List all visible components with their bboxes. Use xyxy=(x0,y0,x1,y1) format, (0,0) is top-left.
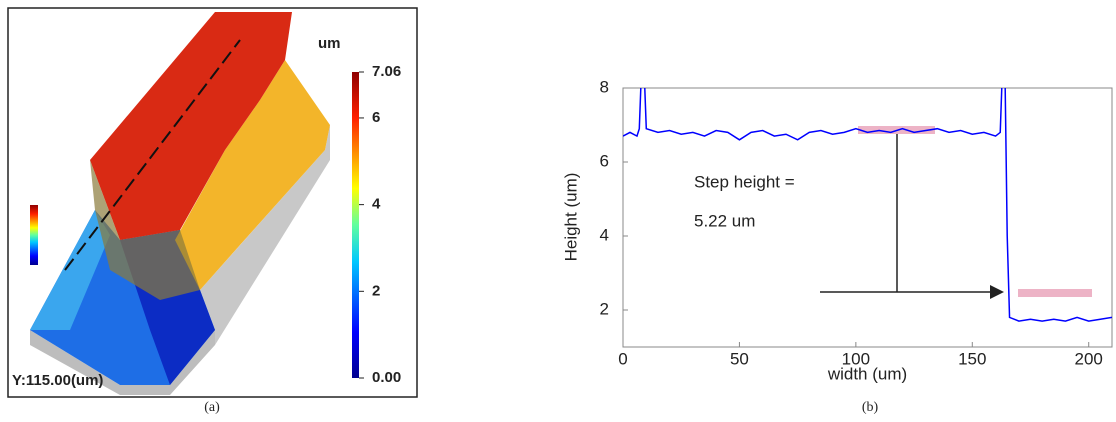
x-axis-label: width (um) xyxy=(827,364,907,383)
lower-surface-light xyxy=(30,210,110,330)
upper-left-surface xyxy=(90,12,292,240)
y-tick-label: 2 xyxy=(600,299,609,318)
caption: (b) xyxy=(862,400,879,415)
y-axis-label: Height (um) xyxy=(561,173,580,262)
side-wall xyxy=(200,125,330,345)
colorbar-tick-label: 0.00 xyxy=(372,369,401,386)
colorbar-tick-label: 4 xyxy=(372,196,381,213)
plot-frame xyxy=(622,87,1113,348)
annotation: 5.22 um xyxy=(694,211,755,230)
height-profile xyxy=(623,88,1112,322)
step-edge xyxy=(90,160,200,300)
colorbar-tick-label: 2 xyxy=(372,282,380,299)
surface-panel xyxy=(7,7,418,398)
y-tick-label: 6 xyxy=(600,151,609,170)
mini-colorbar xyxy=(30,205,38,265)
y-tick-label: 8 xyxy=(600,77,609,96)
position-label: Y:115.00(um) xyxy=(12,372,103,389)
colorbar xyxy=(352,72,359,378)
scan-line xyxy=(64,39,241,271)
colorbar-tick-label: 7.06 xyxy=(372,63,401,80)
annotation: Step height = xyxy=(694,172,795,191)
front-wall xyxy=(30,330,215,395)
reference-region xyxy=(1018,289,1092,297)
x-tick-label: 200 xyxy=(1075,349,1103,368)
arrow-head xyxy=(990,285,1004,299)
y-tick-label: 4 xyxy=(600,225,609,244)
caption: (a) xyxy=(204,400,220,415)
x-tick-label: 100 xyxy=(842,349,870,368)
x-tick-label: 150 xyxy=(958,349,986,368)
x-tick-label: 0 xyxy=(618,349,627,368)
x-tick-label: 50 xyxy=(730,349,749,368)
colorbar-tick-label: 6 xyxy=(372,109,380,126)
colorbar-label: um xyxy=(318,35,341,52)
upper-right-surface xyxy=(175,60,330,290)
